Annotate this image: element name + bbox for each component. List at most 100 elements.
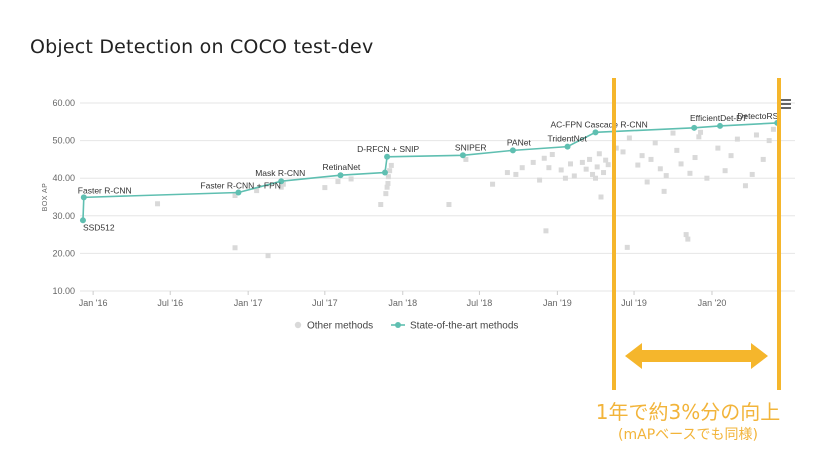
other-method-point[interactable] <box>670 130 676 136</box>
other-method-point[interactable] <box>322 185 328 191</box>
other-method-point[interactable] <box>278 184 284 190</box>
other-method-point[interactable] <box>254 188 260 194</box>
other-method-point[interactable] <box>549 152 555 158</box>
other-method-point[interactable] <box>388 162 394 168</box>
other-method-point[interactable] <box>587 156 593 162</box>
other-method-point[interactable] <box>626 135 632 141</box>
other-method-point[interactable] <box>648 156 654 162</box>
other-method-point[interactable] <box>385 174 391 180</box>
other-method-point[interactable] <box>692 155 698 161</box>
other-method-point[interactable] <box>385 180 391 186</box>
other-method-point[interactable] <box>519 165 525 171</box>
legend-sota-methods[interactable]: State-of-the-art methods <box>410 321 518 332</box>
other-method-point[interactable] <box>678 161 684 167</box>
other-method-point[interactable] <box>592 175 598 181</box>
other-method-point[interactable] <box>378 202 384 208</box>
other-method-point[interactable] <box>594 164 600 170</box>
other-method-point[interactable] <box>579 159 585 165</box>
other-method-point[interactable] <box>613 145 619 151</box>
other-method-point[interactable] <box>155 201 161 207</box>
other-method-point[interactable] <box>728 153 734 159</box>
highlight-left-bar <box>612 78 616 390</box>
sota-point[interactable] <box>337 172 344 179</box>
other-method-point[interactable] <box>335 179 341 185</box>
other-method-point[interactable] <box>760 156 766 162</box>
other-method-point[interactable] <box>583 166 589 172</box>
sota-point[interactable] <box>381 169 388 176</box>
sota-point[interactable] <box>592 129 599 136</box>
other-method-point[interactable] <box>687 170 693 176</box>
other-method-point[interactable] <box>601 170 607 176</box>
other-method-point[interactable] <box>232 245 238 251</box>
y-tick-label: 20.00 <box>52 248 75 258</box>
sota-point[interactable] <box>80 194 87 201</box>
annotation-sub-text: (mAPベースでも同様) <box>618 427 758 443</box>
other-method-point[interactable] <box>722 168 728 174</box>
other-method-point[interactable] <box>232 192 238 198</box>
sota-point[interactable] <box>564 143 571 150</box>
other-method-point[interactable] <box>674 147 680 153</box>
sota-point[interactable] <box>717 122 724 129</box>
other-method-point[interactable] <box>558 167 564 173</box>
other-method-point[interactable] <box>384 184 390 190</box>
other-method-point[interactable] <box>644 179 650 185</box>
other-method-point[interactable] <box>513 171 519 177</box>
other-method-point[interactable] <box>571 173 577 179</box>
other-method-point[interactable] <box>620 149 626 155</box>
other-method-point[interactable] <box>605 162 611 168</box>
other-method-point[interactable] <box>652 140 658 146</box>
sota-point[interactable] <box>459 152 466 159</box>
other-method-point[interactable] <box>742 183 748 189</box>
sota-point[interactable] <box>278 178 285 185</box>
other-method-point[interactable] <box>530 159 536 165</box>
other-method-point[interactable] <box>348 176 354 182</box>
x-tick-label: Jul '19 <box>621 298 647 308</box>
other-method-point[interactable] <box>265 253 271 259</box>
other-method-point[interactable] <box>635 162 641 168</box>
other-method-point[interactable] <box>596 151 602 157</box>
other-method-point[interactable] <box>590 171 596 177</box>
other-method-point[interactable] <box>661 188 667 194</box>
other-method-point[interactable] <box>698 129 704 135</box>
other-method-point[interactable] <box>463 156 469 162</box>
sota-point[interactable] <box>235 189 242 196</box>
other-method-point[interactable] <box>639 153 645 159</box>
other-method-point[interactable] <box>704 175 710 181</box>
other-method-point[interactable] <box>598 194 604 200</box>
sota-point[interactable] <box>384 153 391 160</box>
sota-point[interactable] <box>691 124 698 131</box>
chart-legend[interactable]: Other methods State-of-the-art methods <box>294 321 519 332</box>
other-method-point[interactable] <box>766 138 772 144</box>
other-method-point[interactable] <box>624 244 630 250</box>
other-method-point[interactable] <box>683 232 689 238</box>
other-method-point[interactable] <box>568 161 574 167</box>
sota-point-label: Faster R-CNN <box>78 185 132 195</box>
other-method-point[interactable] <box>770 126 776 132</box>
legend-other-methods[interactable]: Other methods <box>307 321 373 332</box>
other-method-point[interactable] <box>657 166 663 172</box>
other-method-point[interactable] <box>541 155 547 161</box>
other-method-point[interactable] <box>280 181 286 187</box>
other-method-point[interactable] <box>685 236 691 242</box>
other-method-point[interactable] <box>749 171 755 177</box>
sota-point[interactable] <box>79 217 86 224</box>
other-method-point[interactable] <box>490 181 496 187</box>
other-method-point[interactable] <box>663 173 669 179</box>
other-method-point[interactable] <box>543 228 549 234</box>
x-tick-label: Jan '20 <box>698 298 727 308</box>
other-method-point[interactable] <box>383 191 389 197</box>
other-method-point[interactable] <box>696 134 702 140</box>
other-method-point[interactable] <box>504 170 510 176</box>
other-method-point[interactable] <box>753 132 759 138</box>
other-method-point[interactable] <box>562 175 568 181</box>
other-method-point[interactable] <box>537 177 543 183</box>
sota-point-label: EfficientDet-D7 <box>690 113 747 123</box>
other-method-point[interactable] <box>446 202 452 208</box>
other-method-point[interactable] <box>387 168 393 174</box>
chart-menu-icon[interactable] <box>781 99 791 109</box>
other-method-point[interactable] <box>603 157 609 163</box>
other-method-point[interactable] <box>715 145 721 151</box>
sota-point[interactable] <box>509 147 516 154</box>
other-method-point[interactable] <box>546 165 552 171</box>
other-method-point[interactable] <box>734 136 740 142</box>
